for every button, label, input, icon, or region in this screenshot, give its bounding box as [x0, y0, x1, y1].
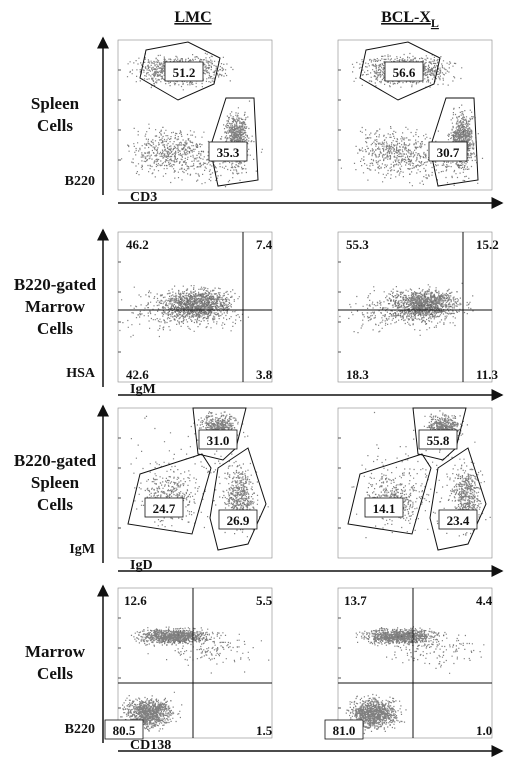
event-dots [355, 626, 445, 647]
gate-percentage: 1.0 [476, 723, 492, 738]
plot-panel: 31.0 24.7 26.9 [117, 407, 273, 559]
gate-percentage: 55.3 [346, 237, 369, 252]
gate [429, 97, 479, 187]
column-header-text: BCL-X [381, 9, 431, 26]
gate-percentage: 56.6 [393, 65, 416, 80]
plot-panel: 51.2 35.3 [117, 39, 273, 191]
gate-label-box [104, 719, 144, 740]
row-label: Marrow [25, 297, 86, 316]
gate-percentage: 80.5 [113, 723, 136, 738]
x-axis-label: CD138 [130, 738, 171, 753]
gate-label-box [324, 719, 364, 740]
gate-percentage: 51.2 [173, 65, 196, 80]
y-axis-label: HSA [66, 366, 96, 381]
gate-percentage: 26.9 [227, 513, 250, 528]
row-label: Spleen [31, 473, 80, 492]
column-header: BCL-XL [381, 9, 439, 30]
gate-percentage: 7.4 [256, 237, 273, 252]
gate-percentage: 24.7 [153, 501, 176, 516]
gate-percentage: 15.2 [476, 237, 499, 252]
gate-label-box [384, 61, 424, 82]
gate-percentage: 3.8 [256, 367, 273, 382]
gate-percentage: 81.0 [333, 723, 356, 738]
gate [429, 447, 487, 551]
gate-percentage: 12.6 [124, 593, 147, 608]
row-label: Cells [37, 495, 73, 514]
plot-panel: 46.2 7.4 42.6 3.8 [117, 231, 273, 383]
row-label: Marrow [25, 642, 86, 661]
gate-percentage: 46.2 [126, 237, 149, 252]
gate-label-box [428, 141, 468, 162]
row-label: B220-gated [14, 275, 97, 294]
gate-percentage: 1.5 [256, 723, 273, 738]
y-axis-label: IgM [69, 542, 95, 557]
gate-label-box [198, 429, 238, 450]
event-dots [153, 285, 244, 325]
column-header: LMC [174, 9, 211, 26]
gate [209, 447, 267, 551]
gate [127, 453, 212, 535]
plot-panel: 12.6 5.5 80.5 1.5 [104, 587, 273, 740]
x-axis-label: IgM [130, 382, 156, 397]
gate-percentage: 18.3 [346, 367, 369, 382]
row-label: Cells [37, 116, 73, 135]
event-dots [380, 282, 474, 326]
gate [347, 453, 432, 535]
x-axis-label: CD3 [130, 190, 157, 205]
event-dots [120, 691, 183, 735]
gate-label-box [418, 429, 458, 450]
plot-panel: 13.7 4.4 81.0 1.0 [324, 587, 493, 740]
x-axis-label: IgD [130, 558, 153, 573]
gate-label-box [438, 509, 478, 530]
event-dots [340, 126, 439, 187]
gate [359, 41, 441, 101]
gate-percentage: 55.8 [427, 433, 450, 448]
plot-panel: 55.3 15.2 18.3 11.3 [337, 231, 499, 383]
y-axis-label: B220 [65, 722, 95, 737]
gate-percentage: 5.5 [256, 593, 273, 608]
gate-percentage: 42.6 [126, 367, 149, 382]
gate-label-box [144, 497, 184, 518]
gate-percentage: 30.7 [437, 145, 460, 160]
gate [209, 97, 259, 187]
row-label: Spleen [31, 94, 80, 113]
event-dots [222, 462, 261, 538]
plot-panel: 56.6 30.7 [337, 39, 493, 191]
event-dots [446, 458, 487, 537]
gate-percentage: 35.3 [217, 145, 240, 160]
row-label: Cells [37, 319, 73, 338]
gate-label-box [218, 509, 258, 530]
event-dots [147, 627, 270, 674]
gate-percentage: 11.3 [476, 367, 499, 382]
event-dots [339, 284, 474, 336]
gate [412, 407, 467, 461]
column-header-text: LMC [174, 9, 211, 26]
plot-panel: 55.8 14.1 23.4 [337, 407, 493, 559]
column-header-sub: L [431, 16, 439, 30]
gate-percentage: 14.1 [373, 501, 396, 516]
gate [139, 41, 221, 101]
gate-label-box [164, 61, 204, 82]
gate-label-box [364, 497, 404, 518]
y-axis-label: B220 [65, 174, 95, 189]
gate-label-box [208, 141, 248, 162]
event-dots [356, 468, 430, 533]
row-label: Cells [37, 664, 73, 683]
gate-percentage: 23.4 [447, 513, 470, 528]
event-dots [130, 626, 215, 647]
gate [192, 407, 247, 461]
gate-percentage: 4.4 [476, 593, 493, 608]
event-dots [221, 100, 253, 179]
gate-percentage: 31.0 [207, 433, 230, 448]
row-label: B220-gated [14, 451, 97, 470]
gate-percentage: 13.7 [344, 593, 367, 608]
